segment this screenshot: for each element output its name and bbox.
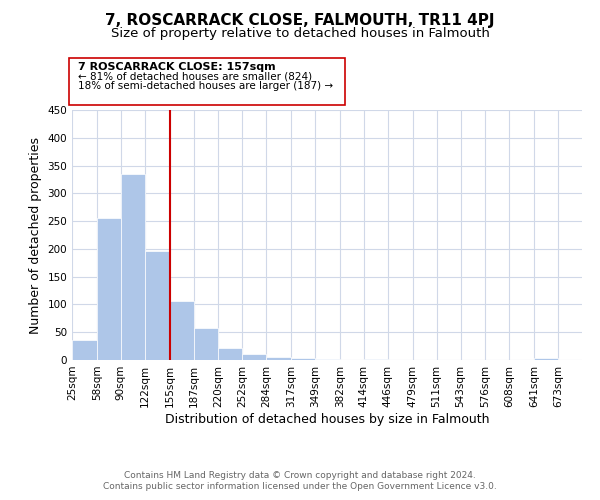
Bar (121, 174, 145, 360)
Text: Contains public sector information licensed under the Open Government Licence v3: Contains public sector information licen… (103, 482, 497, 491)
Bar (145, 250, 170, 360)
Text: 18% of semi-detached houses are larger (187) →: 18% of semi-detached houses are larger (… (78, 81, 333, 91)
X-axis label: Distribution of detached houses by size in Falmouth: Distribution of detached houses by size … (165, 412, 489, 426)
Bar (97, 218, 121, 360)
Text: ← 81% of detached houses are smaller (824): ← 81% of detached houses are smaller (82… (78, 72, 312, 82)
Bar (266, 357, 291, 360)
Y-axis label: Number of detached properties: Number of detached properties (29, 136, 42, 334)
Text: 7, ROSCARRACK CLOSE, FALMOUTH, TR11 4PJ: 7, ROSCARRACK CLOSE, FALMOUTH, TR11 4PJ (105, 12, 495, 28)
Bar (218, 348, 242, 360)
Bar (170, 301, 193, 360)
Text: Size of property relative to detached houses in Falmouth: Size of property relative to detached ho… (110, 28, 490, 40)
Text: Contains HM Land Registry data © Crown copyright and database right 2024.: Contains HM Land Registry data © Crown c… (124, 471, 476, 480)
Bar (291, 358, 315, 360)
Bar (242, 354, 266, 360)
Bar (364, 359, 388, 360)
Bar (72, 340, 97, 360)
Bar (534, 358, 558, 360)
Bar (193, 328, 218, 360)
Bar (315, 359, 340, 360)
Text: 7 ROSCARRACK CLOSE: 157sqm: 7 ROSCARRACK CLOSE: 157sqm (78, 62, 275, 72)
